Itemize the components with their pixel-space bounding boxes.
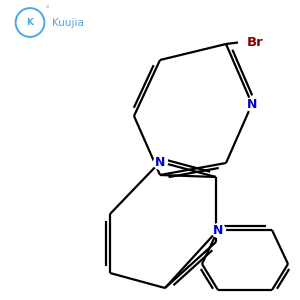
Text: N: N (155, 155, 165, 169)
Text: N: N (247, 98, 257, 110)
Text: K: K (26, 18, 34, 27)
Text: Br: Br (247, 36, 264, 49)
Text: N: N (213, 224, 223, 236)
Text: °: ° (46, 7, 49, 13)
Text: Kuujia: Kuujia (52, 17, 84, 28)
